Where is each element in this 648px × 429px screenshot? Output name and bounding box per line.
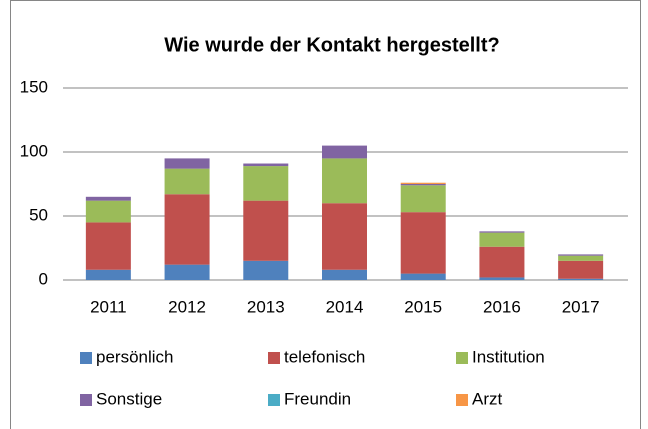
x-tick-label: 2013 [247, 297, 285, 316]
y-tick-label: 150 [20, 77, 48, 96]
bar-segment [479, 232, 525, 247]
bar-segment [164, 264, 210, 280]
chart-title: Wie wurde der Kontakt hergestellt? [164, 34, 499, 56]
x-tick-label: 2017 [562, 297, 600, 316]
bar-segment [400, 185, 446, 213]
bar-segment [322, 269, 367, 280]
bar-segment [558, 255, 604, 261]
x-tick-label: 2012 [168, 297, 206, 316]
legend-label: persönlich [96, 347, 174, 366]
legend-swatch [268, 394, 280, 406]
bar-segment [164, 168, 210, 195]
x-tick-label: 2011 [90, 297, 127, 316]
legend-label: Sonstige [96, 389, 162, 408]
legend-swatch [80, 394, 92, 406]
bar-segment [558, 254, 604, 256]
bar-segment [479, 277, 525, 280]
bar-segment [322, 203, 367, 270]
bar-segment [400, 212, 446, 274]
x-tick-label: 2014 [326, 297, 364, 316]
bar-segment [164, 158, 210, 169]
bar-segment [243, 163, 289, 167]
bar-segment [400, 273, 446, 280]
y-tick-label: 50 [29, 205, 48, 224]
bar-segment [322, 158, 367, 204]
bar-segment [558, 278, 604, 280]
legend-swatch [268, 352, 280, 364]
y-tick-label: 100 [20, 141, 48, 160]
bar-segment [243, 200, 289, 261]
legend-swatch [80, 352, 92, 364]
bar-segment [243, 260, 289, 280]
legend-label: Arzt [472, 389, 503, 408]
legend-label: Institution [472, 347, 545, 366]
bar-segment [400, 184, 446, 186]
bar-segment [85, 222, 131, 270]
bar-segment [558, 260, 604, 279]
bar-segment [400, 182, 446, 184]
bar-segment [479, 246, 525, 278]
y-tick-label: 0 [39, 269, 48, 288]
bar-segment [243, 166, 289, 201]
bar-segment [479, 231, 525, 233]
legend-swatch [456, 394, 468, 406]
legend-label: telefonisch [284, 347, 365, 366]
bar-segment [164, 194, 210, 265]
legend-label: Freundin [284, 389, 351, 408]
bar-segment [322, 145, 367, 159]
x-tick-label: 2015 [404, 297, 442, 316]
legend-swatch [456, 352, 468, 364]
bar-segment [85, 196, 131, 201]
x-tick-label: 2016 [483, 297, 521, 316]
bar-segment [85, 269, 131, 280]
bar-segment [85, 200, 131, 223]
